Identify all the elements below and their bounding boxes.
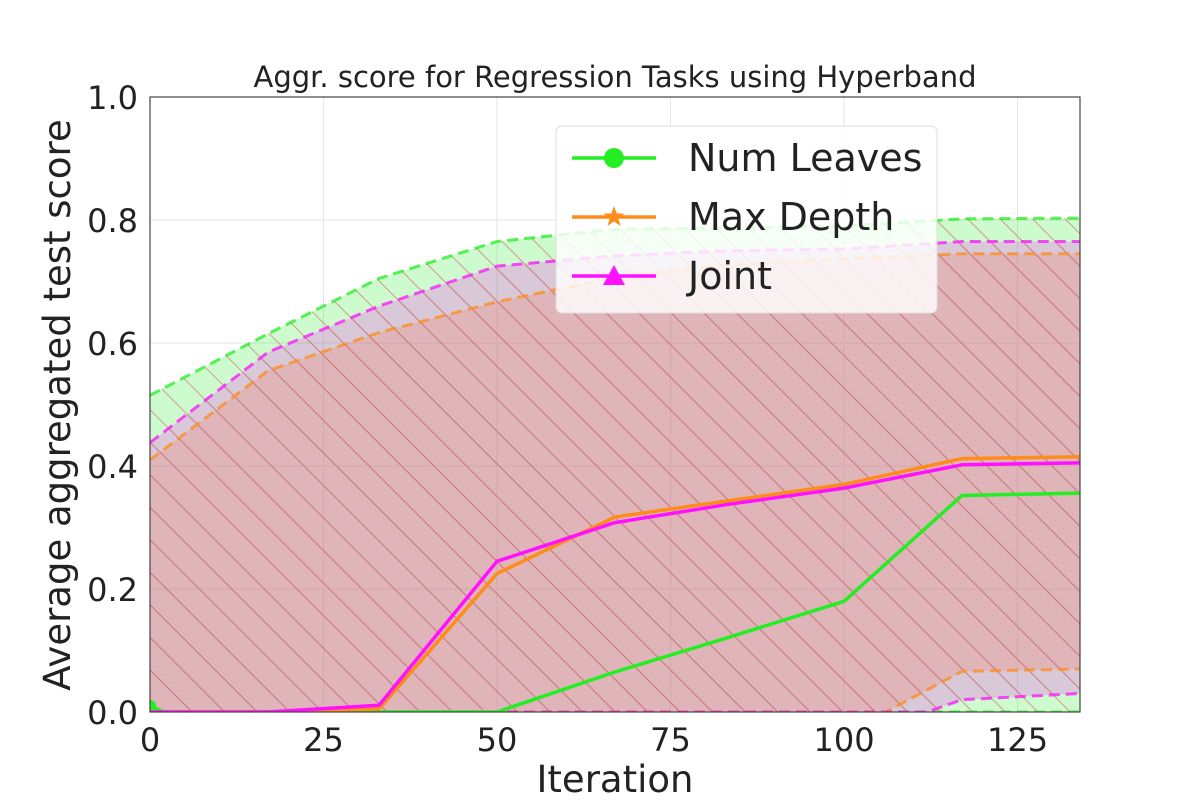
y-tick-label: 1.0 — [87, 79, 138, 117]
mean-lines — [150, 455, 1080, 712]
plot-frame — [149, 96, 1081, 713]
legend-box — [555, 125, 938, 314]
legend-marker-max-depth — [603, 206, 625, 226]
x-tick-label: 50 — [477, 721, 518, 759]
legend-label-max-depth: Max Depth — [688, 195, 894, 239]
x-tick-label: 75 — [650, 721, 691, 759]
y-tick-labels: 0.0 0.2 0.4 0.6 0.8 1.0 — [87, 79, 138, 732]
x-tick-label: 100 — [813, 721, 874, 759]
legend-label-num-leaves: Num Leaves — [688, 136, 922, 180]
y-tick-label: 0.6 — [87, 325, 138, 363]
legend-label-joint: Joint — [686, 254, 772, 298]
legend: Num Leaves Max Depth Joint — [555, 125, 938, 314]
chart-title: Aggr. score for Regression Tasks using H… — [253, 60, 976, 94]
marker-num-leaves — [150, 699, 156, 712]
x-axis-label: Iteration — [537, 758, 694, 800]
y-tick-label: 0.2 — [87, 571, 138, 609]
x-tick-label: 0 — [140, 721, 160, 759]
y-tick-label: 0.0 — [87, 694, 138, 732]
legend-marker-num-leaves — [604, 148, 624, 168]
y-axis-label: Average aggregated test score — [36, 119, 79, 690]
lower-bound-joint — [150, 692, 1080, 712]
y-tick-label: 0.4 — [87, 448, 138, 486]
x-tick-labels: 0 25 50 75 100 125 — [140, 721, 1048, 759]
y-tick-label: 0.8 — [87, 202, 138, 240]
line-num-leaves — [150, 491, 1080, 712]
line-joint — [150, 461, 1080, 712]
x-tick-label: 25 — [303, 721, 344, 759]
x-tick-label: 125 — [987, 721, 1048, 759]
legend-marker-joint — [603, 265, 625, 285]
band-hatch-joint — [150, 241, 1080, 712]
